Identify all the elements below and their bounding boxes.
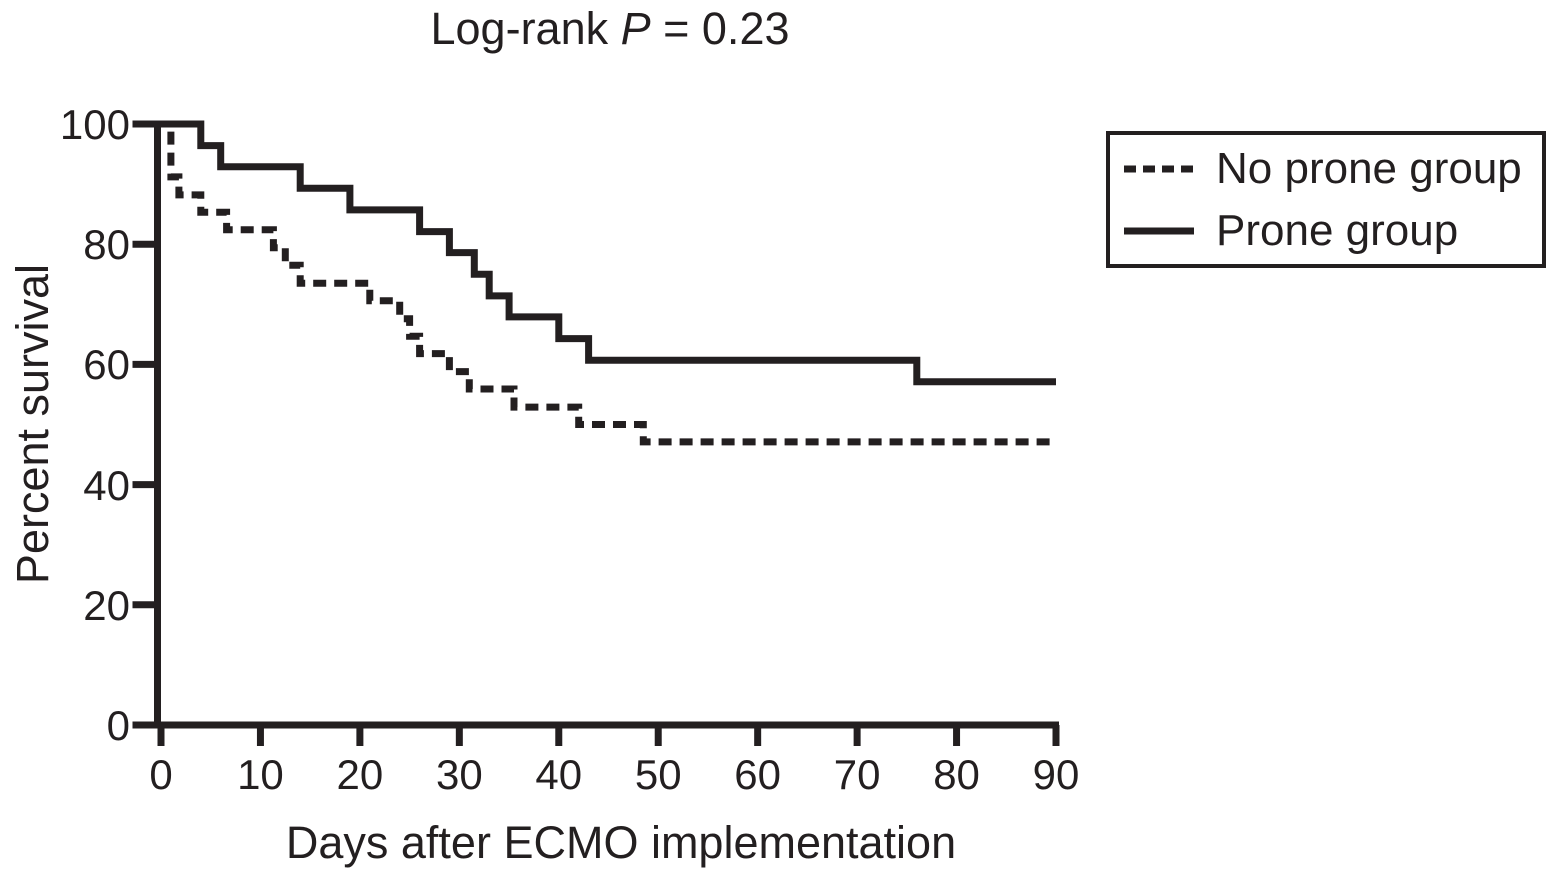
dashed-line-sample-icon [1124, 165, 1194, 172]
y-tick-label: 0 [106, 702, 130, 749]
y-tick-label: 100 [59, 101, 130, 148]
y-tick-label: 20 [83, 581, 130, 629]
y-tick-label: 40 [83, 461, 130, 509]
curve-no-prone-group [157, 120, 1056, 446]
y-tick-label: 60 [83, 341, 130, 389]
y-tick-label: 80 [83, 221, 130, 269]
chart-title: Log-rank P = 0.23 [161, 0, 1059, 58]
curve-prone-group [157, 120, 1056, 386]
x-tick-label: 30 [435, 751, 483, 798]
solid-line-sample-icon [1124, 227, 1194, 234]
y-axis-title: Percent survival [7, 263, 58, 585]
x-tick-label: 20 [336, 751, 384, 798]
x-tick-label: 40 [535, 751, 583, 798]
legend-item-no-prone: No prone group [1122, 144, 1542, 194]
x-axis-title: Days after ECMO implementation [285, 817, 957, 868]
x-tick-label: 10 [237, 751, 284, 798]
chart-title-stat-symbol: P [620, 3, 651, 54]
legend-item-prone: Prone group [1122, 206, 1542, 256]
x-tick-label: 0 [149, 751, 173, 798]
x-tick-label: 80 [933, 751, 980, 798]
x-tick-label: 60 [734, 751, 782, 798]
x-tick-label: 70 [833, 751, 881, 798]
x-tick-label: 90 [1032, 751, 1080, 798]
chart-title-suffix: = 0.23 [650, 3, 790, 54]
legend-label-no-prone: No prone group [1216, 143, 1522, 193]
legend: No prone group Prone group [1106, 131, 1546, 268]
x-tick-label: 50 [634, 751, 682, 798]
legend-label-prone: Prone group [1216, 205, 1459, 255]
chart-title-prefix: Log-rank [430, 3, 621, 54]
